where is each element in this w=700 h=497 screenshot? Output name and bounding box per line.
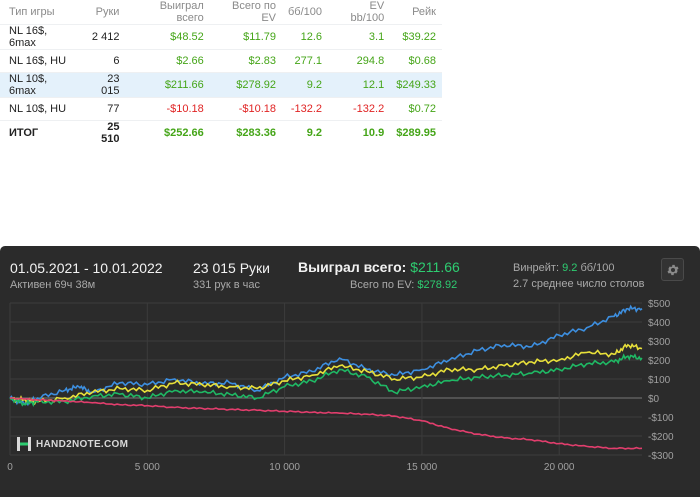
- ev-total: Всего по EV: $278.92: [350, 279, 457, 291]
- table-cell: 12.6: [282, 24, 329, 50]
- table-row[interactable]: NL 16$, HU 6 $2.66 $2.83 277.1 294.8 $0.68: [0, 49, 442, 73]
- hand2note-logo: HAND2NOTE.COM: [16, 436, 128, 452]
- won-label: Выиграл всего:: [298, 259, 407, 275]
- table-cell: 9.2: [282, 120, 329, 145]
- x-tick-label: 0: [7, 462, 13, 473]
- table-cell: $289.95: [390, 120, 442, 145]
- hands-count: 23 015 Руки: [193, 260, 270, 276]
- table-cell: $0.68: [390, 49, 442, 73]
- logo-text: HAND2NOTE.COM: [36, 438, 129, 450]
- table-cell: $2.66: [125, 49, 210, 73]
- hand2note-logo-icon: [17, 437, 31, 451]
- table-cell: $48.52: [125, 24, 210, 50]
- column-header[interactable]: бб/100: [288, 6, 323, 18]
- y-tick-label: -$300: [648, 451, 674, 462]
- table-cell: $211.66: [125, 72, 210, 98]
- profit-chart: $500 $400 $300 $200 $100 $0 -$100 -$200 -$300 0 5 …: [7, 299, 674, 473]
- date-range[interactable]: 01.05.2021 - 10.01.2022: [10, 260, 163, 276]
- table-cell: $278.92: [209, 72, 282, 98]
- table-row[interactable]: NL 10$, 6max 23 015 $211.66 $278.92 9.2 12.1 $…: [0, 72, 442, 98]
- gear-icon: [666, 264, 679, 275]
- table-cell: 3.1: [328, 24, 391, 50]
- active-time: Активен 69ч 38м: [10, 279, 96, 291]
- table-cell: 2 412: [80, 24, 126, 50]
- series-line: [9, 353, 643, 408]
- table-cell: $39.22: [390, 24, 442, 50]
- x-tick-label: 20 000: [544, 462, 575, 473]
- won-total: Выиграл всего: $211.66: [298, 259, 460, 275]
- table-cell: NL 16$, HU: [0, 49, 81, 73]
- table-row[interactable]: NL 16$, 6max 2 412 $48.52 $11.79 12.6 3.1 $39.…: [0, 24, 442, 50]
- table-cell: $11.79: [209, 24, 282, 50]
- column-header[interactable]: Рейк: [412, 6, 436, 18]
- table-cell: 12.1: [328, 72, 391, 98]
- table-header-row: Тип игры Руки Выиграл всего Всего по EV бб/1…: [0, 0, 442, 25]
- table-cell: 277.1: [282, 49, 329, 73]
- table-cell: 294.8: [328, 49, 391, 73]
- table-cell: -$10.18: [125, 97, 210, 121]
- column-header[interactable]: EV bb/100: [350, 0, 385, 24]
- y-tick-label: -$200: [648, 432, 674, 443]
- table-cell: $0.72: [390, 97, 442, 121]
- y-tick-label: $0: [648, 394, 660, 405]
- table-cell: 77: [80, 97, 126, 121]
- table-cell: $249.33: [390, 72, 442, 98]
- table-cell: 10.9: [328, 120, 391, 145]
- winrate-unit: бб/100: [580, 262, 615, 274]
- table-cell: $252.66: [125, 120, 210, 145]
- column-header[interactable]: Тип игры: [9, 6, 55, 18]
- y-tick-label: $200: [648, 356, 671, 367]
- column-header[interactable]: Руки: [95, 6, 120, 18]
- series-line: [9, 397, 643, 450]
- table-cell: ИТОГ: [0, 120, 81, 145]
- x-tick-label: 5 000: [135, 462, 160, 473]
- table-cell: $2.83: [209, 49, 282, 73]
- ev-label: Всего по EV:: [350, 279, 415, 291]
- column-header[interactable]: Выиграл всего: [159, 0, 204, 24]
- hands-per-hour: 331 рук в час: [193, 279, 261, 291]
- table-row[interactable]: NL 10$, HU 77 -$10.18 -$10.18 -132.2 -132.2 $0…: [0, 97, 442, 121]
- series-line: [9, 304, 643, 407]
- table-cell: 23 015: [80, 72, 126, 98]
- table-cell: -132.2: [328, 97, 391, 121]
- table-cell: 6: [80, 49, 126, 73]
- y-tick-label: $500: [648, 299, 671, 310]
- table-cell: $283.36: [209, 120, 282, 145]
- total-row: ИТОГ 25 510 $252.66 $283.36 9.2 10.9 $289.95: [0, 120, 442, 145]
- y-tick-label: -$100: [648, 413, 674, 424]
- table-cell: -$10.18: [209, 97, 282, 121]
- ev-value: $278.92: [417, 279, 458, 291]
- avg-tables: 2.7 среднее число столов: [513, 278, 645, 290]
- graph-panel: 01.05.2021 - 10.01.2022 Активен 69ч 38м …: [0, 246, 700, 497]
- winrate-label: Винрейт:: [513, 262, 560, 274]
- won-value: $211.66: [410, 259, 460, 275]
- table-cell: 25 510: [80, 120, 126, 145]
- x-tick-label: 10 000: [269, 462, 300, 473]
- stats-table: Тип игры Руки Выиграл всего Всего по EV бб/1…: [0, 0, 442, 145]
- series-line: [9, 342, 643, 406]
- winrate-value: 9.2: [562, 262, 578, 274]
- column-header[interactable]: Всего по EV: [232, 0, 276, 24]
- settings-button[interactable]: [661, 258, 684, 281]
- table-cell: NL 10$, HU: [0, 97, 81, 121]
- table-cell: -132.2: [282, 97, 329, 121]
- y-tick-label: $300: [648, 337, 671, 348]
- winrate: Винрейт: 9.2 бб/100: [513, 262, 614, 274]
- table-cell: NL 16$, 6max: [0, 24, 81, 50]
- table-cell: 9.2: [282, 72, 329, 98]
- x-tick-label: 15 000: [407, 462, 438, 473]
- y-tick-label: $400: [648, 318, 671, 329]
- table-cell: NL 10$, 6max: [0, 72, 81, 98]
- y-tick-label: $100: [648, 375, 671, 386]
